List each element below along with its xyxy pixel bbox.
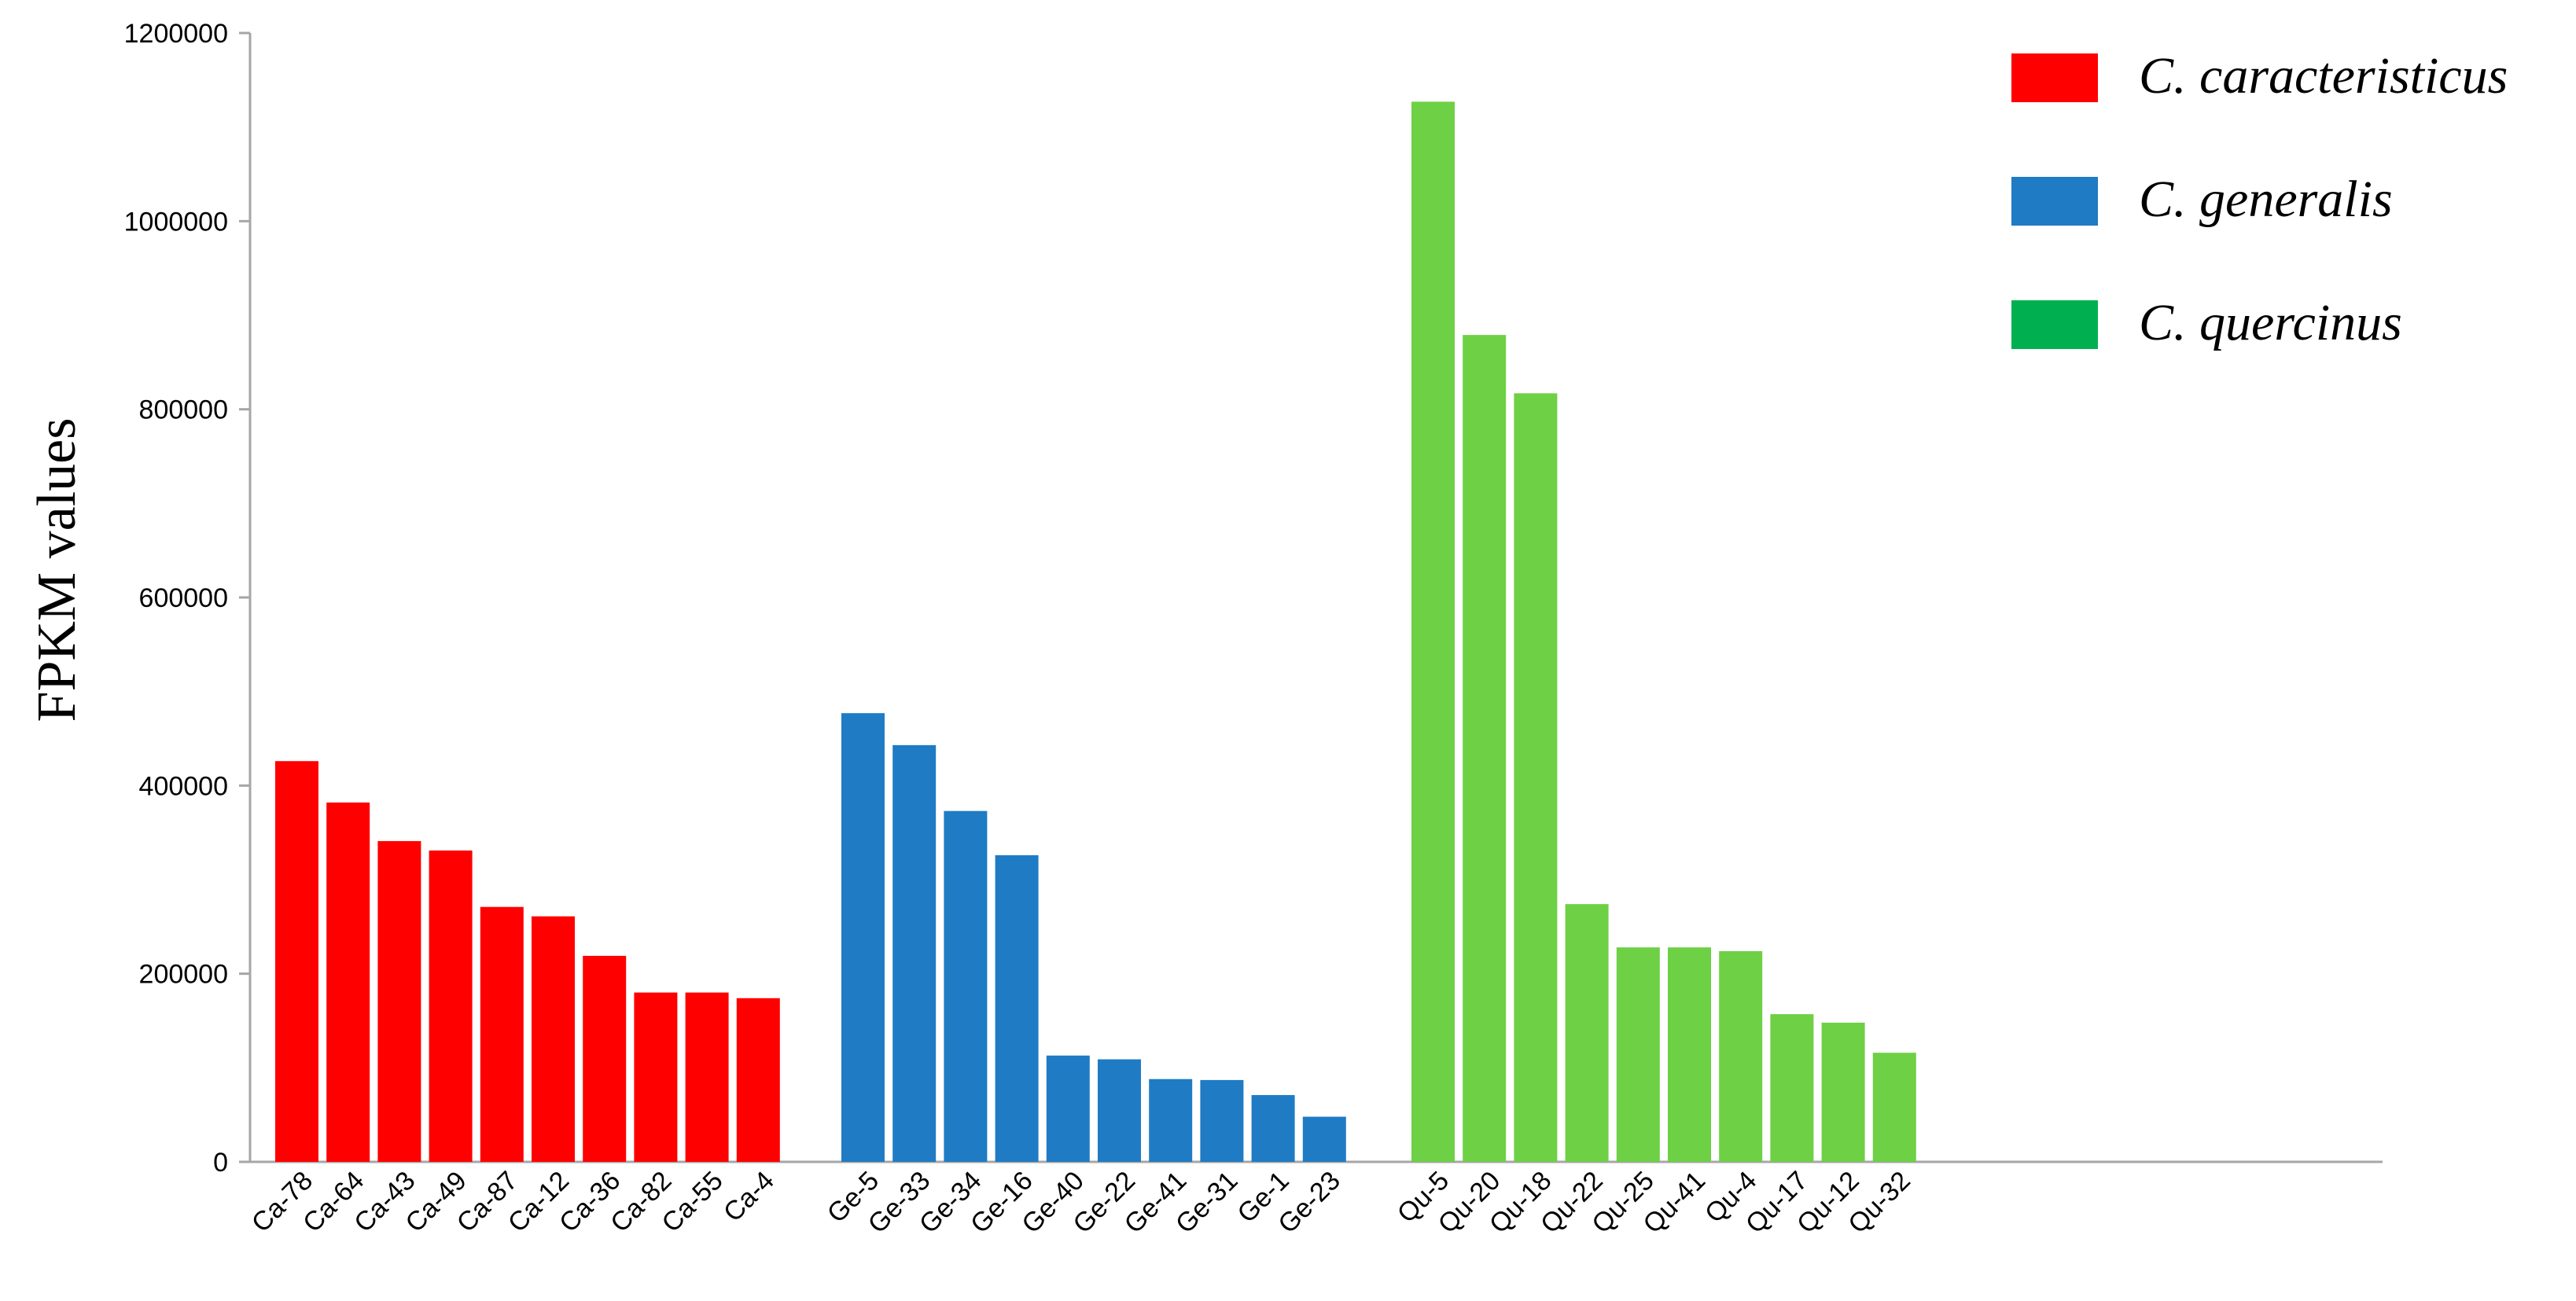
- legend-swatch: [2011, 300, 2098, 349]
- bar-qu-12: [1821, 1022, 1865, 1162]
- bars: [275, 101, 1916, 1162]
- y-tick-label: 800000: [139, 395, 228, 425]
- bar-ge-22: [1098, 1059, 1141, 1162]
- bar-ca-87: [480, 906, 524, 1162]
- bar-qu-32: [1872, 1053, 1916, 1162]
- bar-qu-5: [1411, 101, 1455, 1162]
- legend-label: C. generalis: [2139, 171, 2393, 228]
- x-tick-label: Ca-4: [718, 1166, 780, 1228]
- y-tick-label: 600000: [139, 583, 228, 613]
- bar-ca-49: [429, 850, 473, 1162]
- bar-ge-1: [1251, 1095, 1295, 1162]
- legend-swatch: [2011, 53, 2098, 102]
- bar-ge-5: [841, 713, 885, 1162]
- legend-label: C. quercinus: [2139, 294, 2402, 351]
- y-tick-label: 1000000: [124, 207, 228, 237]
- bar-ca-55: [685, 992, 729, 1162]
- bar-ca-82: [634, 992, 678, 1162]
- bar-ge-31: [1200, 1079, 1244, 1162]
- bar-ca-43: [377, 840, 421, 1162]
- bar-qu-25: [1616, 947, 1660, 1162]
- bar-qu-17: [1770, 1014, 1814, 1162]
- bar-ge-16: [995, 854, 1039, 1162]
- bar-ge-33: [892, 744, 937, 1162]
- y-tick-label: 1200000: [124, 19, 228, 49]
- bar-ca-78: [275, 761, 318, 1162]
- y-tick-label: 0: [213, 1148, 228, 1178]
- category-labels: Ca-78Ca-64Ca-43Ca-49Ca-87Ca-12Ca-36Ca-82…: [246, 1166, 1916, 1240]
- bar-qu-18: [1514, 393, 1558, 1162]
- bar-qu-20: [1463, 335, 1507, 1162]
- legend-swatch: [2011, 177, 2098, 226]
- bar-ge-40: [1046, 1055, 1090, 1162]
- legend-label: C. caracteristicus: [2139, 47, 2508, 105]
- y-axis: 0 200000 400000 600000 800000 1000000 1200000: [124, 19, 252, 1178]
- bar-qu-4: [1719, 950, 1763, 1162]
- y-axis-label: FPKM values: [27, 418, 87, 722]
- bar-ca-4: [736, 998, 780, 1162]
- y-tick-label: 200000: [139, 960, 228, 990]
- legend: C. caracteristicus C. generalis C. quercin…: [2011, 47, 2508, 351]
- y-tick-label: 400000: [139, 771, 228, 801]
- bar-ge-34: [944, 810, 988, 1162]
- bar-ca-64: [326, 802, 370, 1162]
- bar-qu-22: [1565, 904, 1609, 1162]
- bar-ge-41: [1149, 1079, 1193, 1162]
- bar-ca-12: [532, 916, 575, 1162]
- bar-ge-23: [1302, 1116, 1346, 1162]
- bar-ca-36: [583, 955, 627, 1162]
- bar-qu-41: [1668, 947, 1711, 1162]
